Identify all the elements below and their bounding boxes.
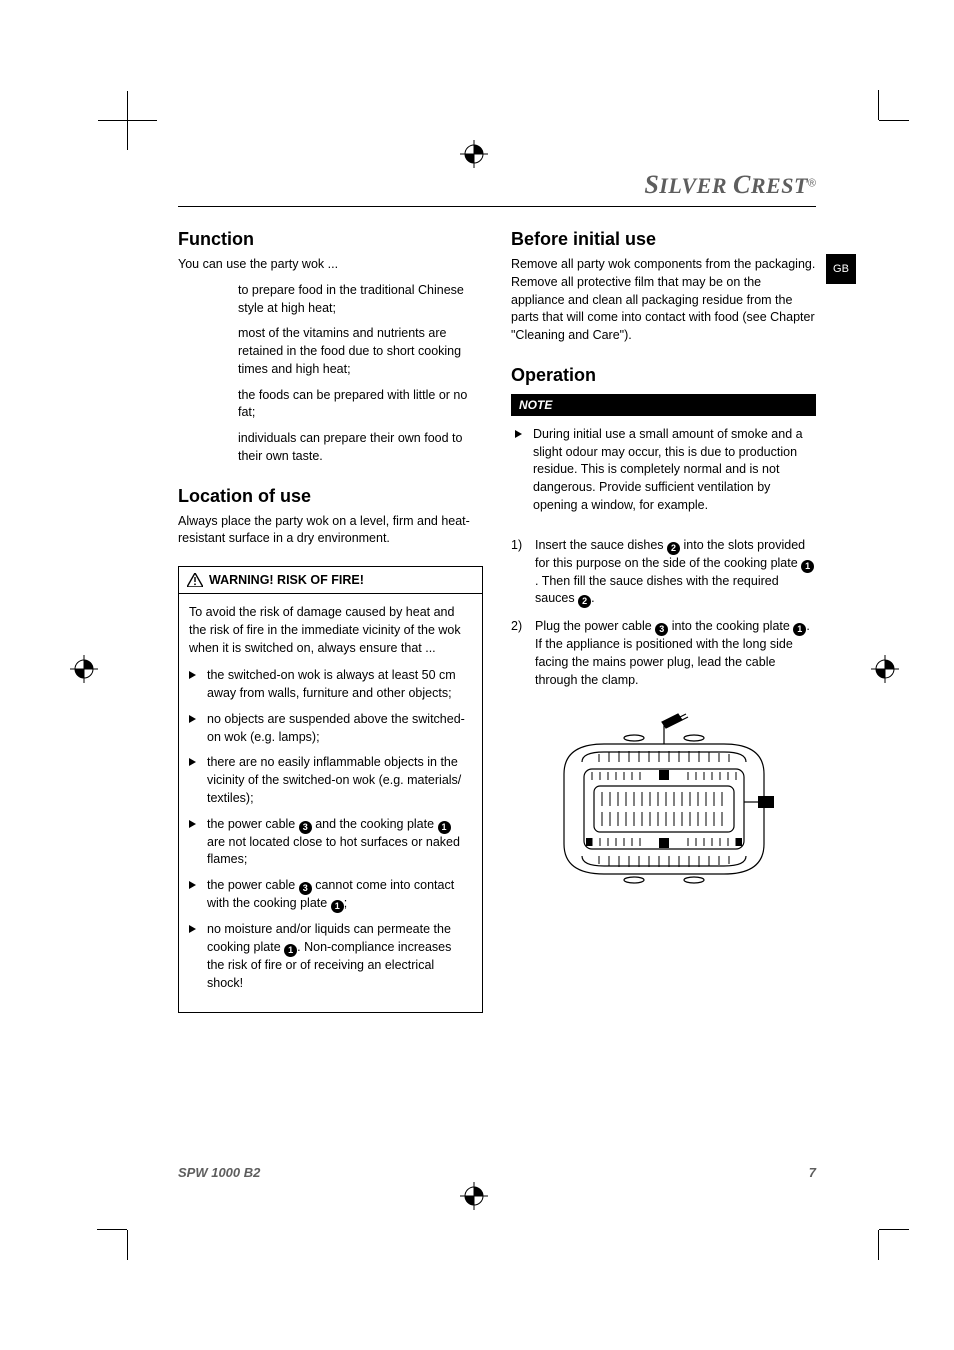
language-tab: GB [826, 254, 856, 284]
ref-3-icon: 3 [299, 882, 312, 895]
crop-mark-bottom-right [849, 1200, 879, 1230]
crop-mark-top-left [127, 120, 157, 150]
registration-mark-top [460, 140, 488, 168]
heading-before-initial-use: Before initial use [511, 229, 816, 250]
header-rule [178, 206, 816, 207]
function-item: most of the vitamins and nutrients are r… [238, 325, 483, 378]
note-item: During initial use a small amount of smo… [515, 426, 812, 515]
ref-1-icon: 1 [331, 900, 344, 913]
warning-triangle-icon [187, 573, 203, 587]
warning-item: the power cable 3 and the cooking plate … [189, 816, 472, 870]
registration-mark-right [871, 655, 899, 683]
ref-1-icon: 1 [284, 944, 297, 957]
note-box: NOTE During initial use a small amount o… [511, 394, 816, 529]
note-heading: NOTE [511, 394, 816, 416]
crop-mark-bottom-left [127, 1200, 157, 1230]
warning-item: no moisture and/or liquids can permeate … [189, 921, 472, 992]
warning-title: WARNING! RISK OF FIRE! [209, 573, 364, 587]
warning-heading: WARNING! RISK OF FIRE! [179, 567, 482, 594]
warning-box: WARNING! RISK OF FIRE! To avoid the risk… [178, 566, 483, 1013]
warning-intro: To avoid the risk of damage caused by he… [189, 604, 472, 657]
warning-item: no objects are suspended above the switc… [189, 711, 472, 747]
ref-3-icon: 3 [655, 623, 668, 636]
ref-3-icon: 3 [299, 821, 312, 834]
brand-logo: SILVER CREST® [178, 170, 816, 200]
warning-item: the power cable 3 cannot come into conta… [189, 877, 472, 913]
operation-step: Plug the power cable 3 into the cooking … [511, 618, 816, 689]
footer-page-number: 7 [809, 1165, 816, 1180]
function-item: the foods can be prepared with little or… [238, 387, 483, 423]
operation-step: Insert the sauce dishes 2 into the slots… [511, 537, 816, 609]
appliance-diagram [511, 704, 816, 894]
function-intro: You can use the party wok ... [178, 256, 483, 274]
heading-operation: Operation [511, 365, 816, 386]
heading-function: Function [178, 229, 483, 250]
function-item: to prepare food in the traditional Chine… [238, 282, 483, 318]
function-item: individuals can prepare their own food t… [238, 430, 483, 466]
before-text: Remove all party wok components from the… [511, 256, 816, 345]
ref-1-icon: 1 [793, 623, 806, 636]
location-text: Always place the party wok on a level, f… [178, 513, 483, 549]
operation-steps: Insert the sauce dishes 2 into the slots… [511, 537, 816, 690]
registration-mark-bottom [460, 1182, 488, 1210]
ref-1-icon: 1 [801, 560, 814, 573]
note-list: During initial use a small amount of smo… [515, 426, 812, 515]
warning-item: the switched-on wok is always at least 5… [189, 667, 472, 703]
warning-item: there are no easily inflammable objects … [189, 754, 472, 807]
registration-mark-left [70, 655, 98, 683]
ref-1-icon: 1 [438, 821, 451, 834]
footer-model: SPW 1000 B2 [178, 1165, 260, 1180]
ref-2-icon: 2 [667, 542, 680, 555]
registered-mark: ® [808, 178, 816, 190]
function-list: to prepare food in the traditional Chine… [238, 282, 483, 466]
warning-list: the switched-on wok is always at least 5… [189, 667, 472, 992]
heading-location: Location of use [178, 486, 483, 507]
ref-2-icon: 2 [578, 595, 591, 608]
crop-mark-top-right [849, 120, 879, 150]
